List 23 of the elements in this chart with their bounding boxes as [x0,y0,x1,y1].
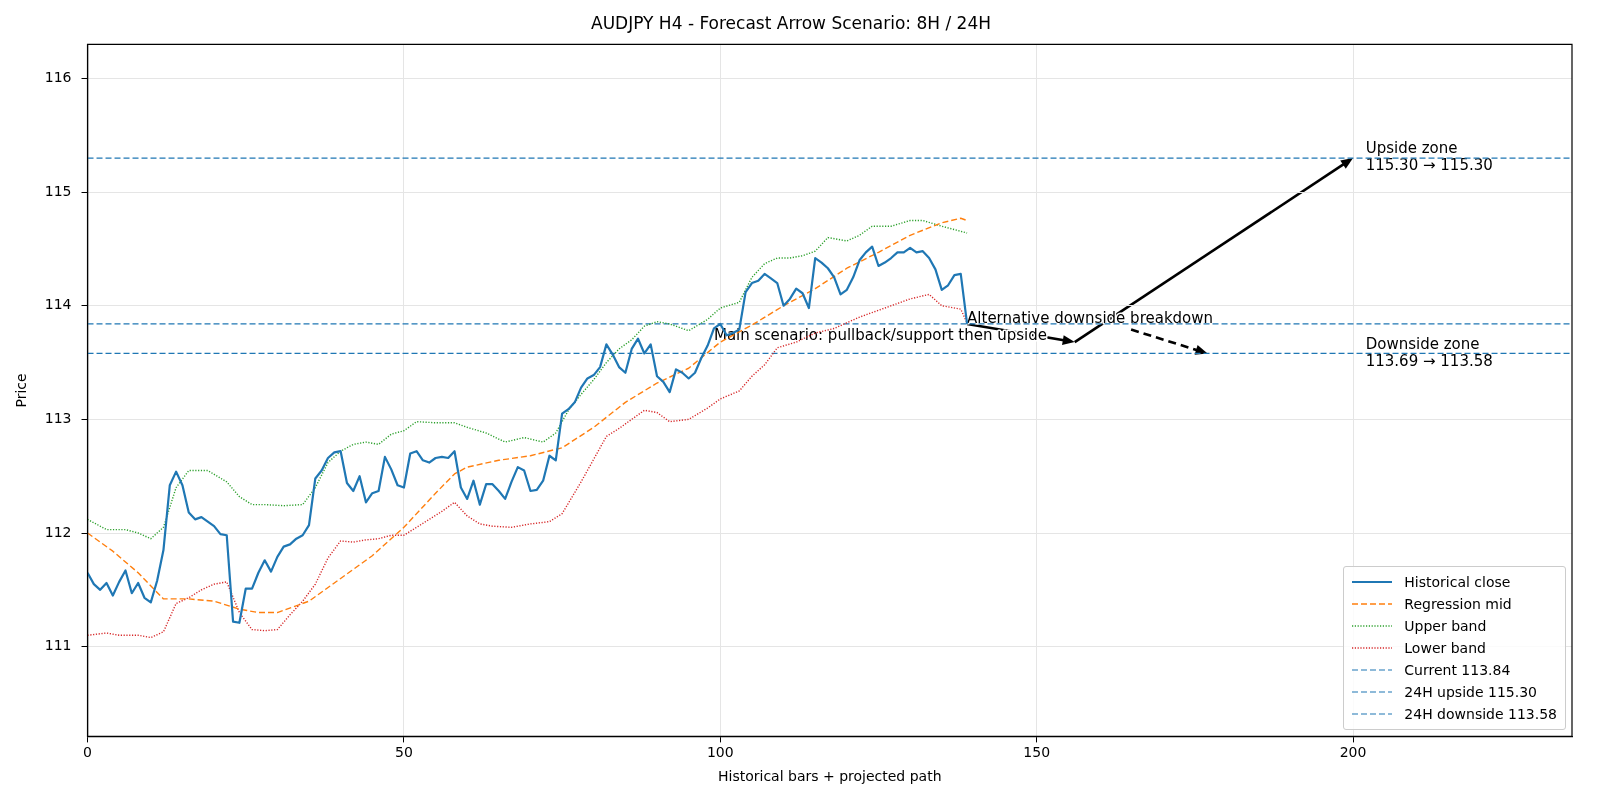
y-tick-label: 112 [44,523,72,540]
legend-label: Historical close [1404,574,1511,591]
chart-title: AUDJPY H4 - Forecast Arrow Scenario: 8H / 24H [591,12,991,33]
x-tick-label: 50 [394,744,413,761]
annotation: Upside zone 115.30 → 115.30 [1365,139,1493,175]
legend-label: Regression mid [1404,596,1512,613]
y-tick-label: 114 [44,296,72,313]
legend-label: Lower band [1404,640,1486,657]
x-tick-label: 150 [1023,744,1051,761]
legend-label: Upper band [1404,618,1487,635]
x-tick-label: 0 [83,744,92,761]
y-tick-label: 116 [44,69,72,86]
y-tick-label: 115 [44,182,72,199]
legend-label: Current 113.84 [1404,662,1511,679]
legend-label: 24H downside 113.58 [1404,706,1557,723]
x-tick-label: 200 [1339,744,1367,761]
x-axis-title: Historical bars + projected path [717,768,942,785]
y-tick-label: 113 [44,410,72,427]
x-tick-label: 100 [706,744,734,761]
y-tick-label: 111 [44,637,72,654]
legend-label: 24H upside 115.30 [1404,684,1537,701]
annotation: Downside zone 113.69 → 113.58 [1365,334,1493,370]
y-axis-title: Price [13,373,30,408]
